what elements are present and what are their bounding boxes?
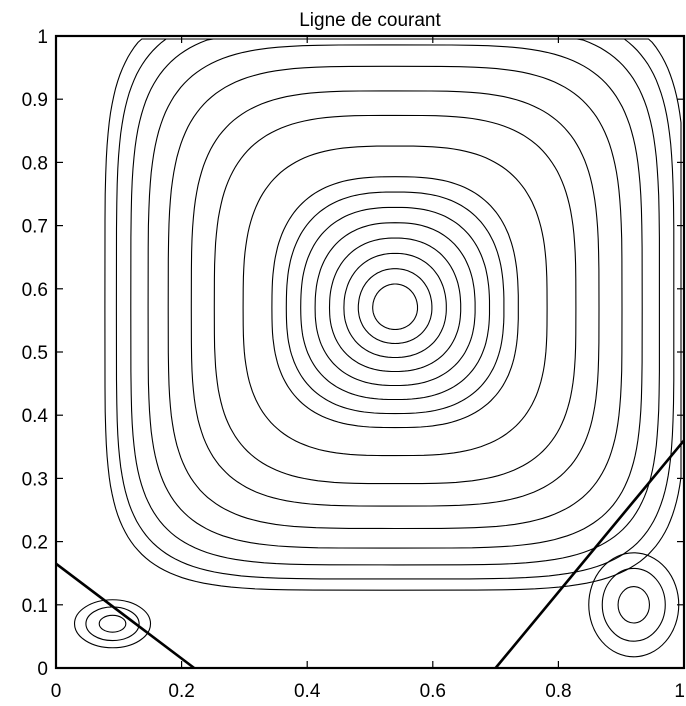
y-tick-label: 0.7	[22, 217, 48, 238]
y-tick-label: 0.4	[22, 406, 49, 427]
main-vortex-contour-10	[190, 90, 600, 507]
y-tick-label: 0.3	[22, 469, 48, 490]
vortex-bottom-left-contour-1	[85, 606, 140, 642]
plot-area	[54, 34, 686, 670]
main-vortex-contour-11	[167, 65, 623, 530]
y-axis: 0 0.1 0.2 0.3 0.4 0.5 0.6 0.7 0.8 0.9 1	[22, 27, 684, 680]
x-axis: 0 0.2 0.4 0.6 0.8 1	[51, 36, 685, 702]
main-vortex-contour-2	[343, 252, 447, 359]
y-tick-label: 0.1	[22, 596, 48, 617]
y-tick-label: 1	[37, 27, 48, 48]
main-vortex-contour-13	[130, 38, 660, 566]
y-tick-label: 0.9	[22, 90, 48, 111]
main-vortex-contour-1	[357, 268, 433, 345]
vortex-bottom-left-contour-0	[98, 614, 127, 633]
x-tick-label: 0.8	[545, 681, 571, 702]
separatrix-bottom-left	[55, 562, 195, 670]
vortex-bottom-left-contour-2	[73, 599, 152, 649]
main-vortex-contour-6	[285, 191, 505, 415]
main-vortex-contour-4	[314, 222, 476, 387]
separatrix-bottom-right	[494, 439, 686, 669]
vortex-bottom-right-contour-0	[617, 586, 651, 624]
x-tick-label: 0	[51, 681, 62, 702]
main-vortex-contour-5	[300, 206, 491, 401]
x-tick-label: 0.4	[294, 681, 321, 702]
x-tick-label: 1	[674, 681, 685, 702]
y-tick-label: 0.6	[22, 280, 48, 301]
vortex-bottom-right-contour-1	[601, 567, 666, 642]
main-vortex-contour-9	[213, 114, 577, 485]
y-tick-label: 0.8	[22, 153, 48, 174]
x-tick-label: 0.2	[168, 681, 194, 702]
main-vortex-contour-8	[242, 145, 548, 457]
main-vortex-contour-0	[372, 283, 419, 331]
x-tick-label: 0.6	[420, 681, 446, 702]
y-tick-label: 0.2	[22, 533, 48, 554]
chart-title: Ligne de courant	[299, 10, 441, 31]
main-vortex-contour-7	[271, 176, 519, 429]
main-vortex-contour-12	[147, 44, 643, 549]
main-vortex-contour-3	[328, 237, 462, 373]
y-tick-label: 0.5	[22, 343, 48, 364]
y-tick-label: 0	[37, 659, 48, 680]
main-vortex-contour-14	[115, 38, 675, 580]
